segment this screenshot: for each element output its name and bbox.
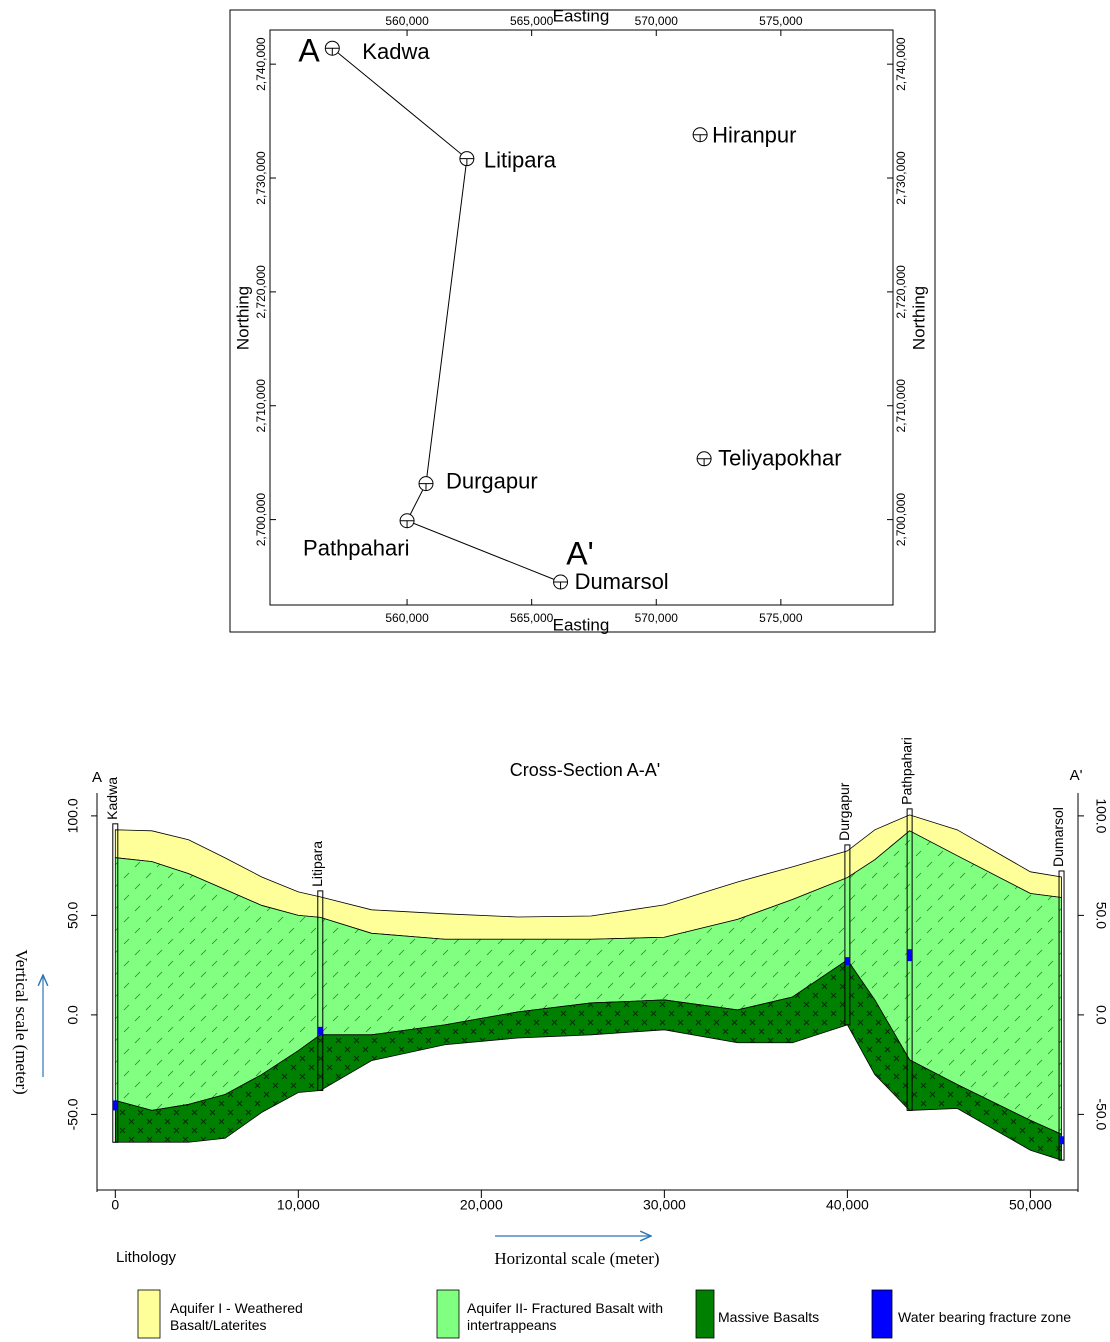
legend-swatch — [871, 1289, 893, 1339]
y-axis-label: Northing — [233, 286, 252, 350]
point-label: Litipara — [484, 147, 557, 172]
y-tick-label: -50.0 — [1093, 1098, 1109, 1130]
legend-swatch — [137, 1289, 161, 1339]
x-tick-label: 565,000 — [510, 611, 554, 625]
x-axis-label: Easting — [553, 6, 610, 25]
y-tick-label: 100.0 — [65, 798, 81, 833]
point-symbol — [697, 458, 712, 466]
well-label: Dumarsol — [1050, 807, 1066, 867]
point-label: Kadwa — [362, 39, 430, 64]
x-tick-label: 20,000 — [460, 1197, 503, 1213]
y-tick-label: 0.0 — [65, 1005, 81, 1025]
y-tick-label: 2,730,000 — [894, 151, 908, 205]
x-tick-label: 570,000 — [635, 611, 679, 625]
point-symbol — [418, 483, 433, 491]
legend-label: Water bearing fracture zone — [898, 1309, 1072, 1325]
x-tick-label: 0 — [111, 1197, 119, 1213]
point-symbol — [459, 158, 474, 166]
annotation: A' — [1070, 767, 1083, 784]
fracture-zone — [112, 1100, 118, 1111]
well — [844, 844, 851, 1026]
x-tick-label: 10,000 — [277, 1197, 320, 1213]
point-label: Pathpahari — [303, 536, 409, 561]
y-tick-label: 0.0 — [1093, 1005, 1109, 1025]
y-tick-label: 2,720,000 — [894, 265, 908, 319]
well-label: Kadwa — [104, 777, 120, 820]
x-tick-label: 575,000 — [759, 14, 803, 28]
y-tick-label: 2,710,000 — [254, 379, 268, 433]
x-tick-label: 565,000 — [510, 14, 554, 28]
fracture-zone — [844, 957, 850, 966]
x-tick-label: 30,000 — [643, 1197, 686, 1213]
point-label: Dumarsol — [575, 569, 669, 594]
point-label: Hiranpur — [712, 123, 796, 148]
y-tick-label: -50.0 — [65, 1098, 81, 1130]
x-tick-label: 40,000 — [826, 1197, 869, 1213]
legend-swatch — [695, 1289, 715, 1339]
well-label: Durgapur — [836, 782, 852, 841]
x-axis-label: Easting — [553, 615, 610, 634]
chart-title: Cross-Section A-A' — [510, 760, 661, 780]
y-tick-label: 2,700,000 — [254, 493, 268, 547]
section-line — [331, 47, 561, 583]
layers — [114, 814, 1062, 1161]
point-symbol — [400, 520, 415, 528]
y-axis-label: Vertical scale (meter) — [12, 949, 31, 1094]
point-symbol — [325, 47, 340, 56]
point-label: Durgapur — [446, 468, 538, 493]
annotation: A — [298, 32, 320, 68]
point-symbol — [553, 581, 568, 589]
y-tick-label: 2,700,000 — [894, 493, 908, 547]
legend-label: Massive Basalts — [718, 1309, 820, 1325]
y-tick-label: 2,720,000 — [254, 265, 268, 319]
map-frame — [229, 9, 936, 633]
y-axis-label: Northing — [909, 286, 928, 350]
y-tick-label: 100.0 — [1093, 798, 1109, 833]
fracture-zone — [1059, 1136, 1065, 1145]
y-tick-label: 50.0 — [65, 902, 81, 929]
well — [112, 823, 119, 1143]
legend-title: Lithology — [116, 1249, 177, 1266]
x-tick-label: 560,000 — [385, 611, 429, 625]
well-label: Pathpahari — [898, 737, 914, 805]
well-label: Litipara — [309, 841, 325, 887]
point-label: Teliyapokhar — [718, 446, 842, 471]
annotation: A — [92, 769, 102, 786]
legend-label: Aquifer I - Weathered Basalt/Laterites — [170, 1300, 303, 1333]
x-tick-label: 50,000 — [1009, 1197, 1052, 1213]
y-tick-label: 2,740,000 — [894, 37, 908, 91]
well — [1058, 870, 1065, 1161]
y-tick-label: 2,730,000 — [254, 151, 268, 205]
x-tick-label: 560,000 — [385, 14, 429, 28]
annotation: A' — [566, 535, 593, 571]
x-tick-label: 575,000 — [759, 611, 803, 625]
y-tick-label: 2,740,000 — [254, 37, 268, 91]
well — [317, 890, 324, 1092]
fracture-zone — [907, 949, 913, 962]
map-axes — [269, 29, 894, 606]
y-tick-label: 2,710,000 — [894, 379, 908, 433]
x-axis-label: Horizontal scale (meter) — [494, 1249, 659, 1268]
point-symbol — [693, 134, 708, 142]
fracture-zone — [317, 1026, 323, 1035]
x-tick-label: 570,000 — [635, 14, 679, 28]
legend-swatch — [436, 1289, 460, 1339]
y-tick-label: 50.0 — [1093, 902, 1109, 929]
legend-label: Aquifer II- Fractured Basalt with intert… — [467, 1300, 664, 1333]
